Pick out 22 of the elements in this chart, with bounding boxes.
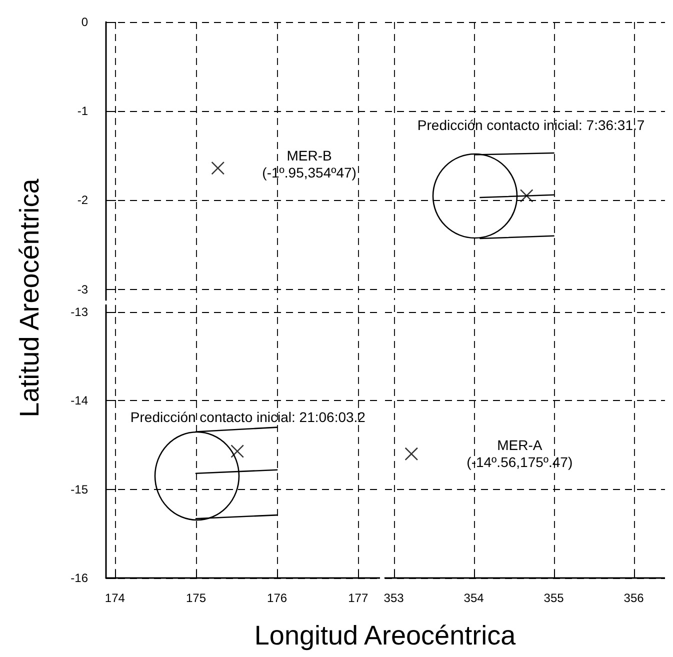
annotation: MER-A (-14º.56,175º.47) [466,437,573,470]
x-tick-label: 174 [104,591,126,605]
y-tick-label: -3 [77,282,88,296]
y-tick-label: -15 [70,482,88,496]
y-tick-label: -14 [70,394,88,408]
x-tick-label: 353 [384,591,404,605]
x-tick-label: 176 [267,591,288,605]
y-tick-label: -1 [77,104,88,118]
annotation: Predicción contacto inicial: 21:06:03.2 [130,409,366,426]
x-tick-label: 177 [348,591,368,605]
annotation: Predicción contacto inicial: 7:36:31.7 [417,117,645,133]
y-tick-label: -16 [70,571,88,585]
y-tick-label: 0 [81,15,88,29]
y-axis-title: Latitud Areocéntrica [14,178,46,418]
x-tick-label: 175 [186,591,206,605]
x-tick-label: 356 [624,591,644,605]
y-tick-label: -13 [70,305,88,320]
x-axis-title: Longitud Areocéntrica [254,620,516,652]
x-tick-label: 354 [464,591,484,605]
annotation: MER-B (-1º.95,354º47) [262,148,356,180]
x-tick-label: 355 [544,591,564,605]
y-tick-label: -2 [77,193,88,208]
